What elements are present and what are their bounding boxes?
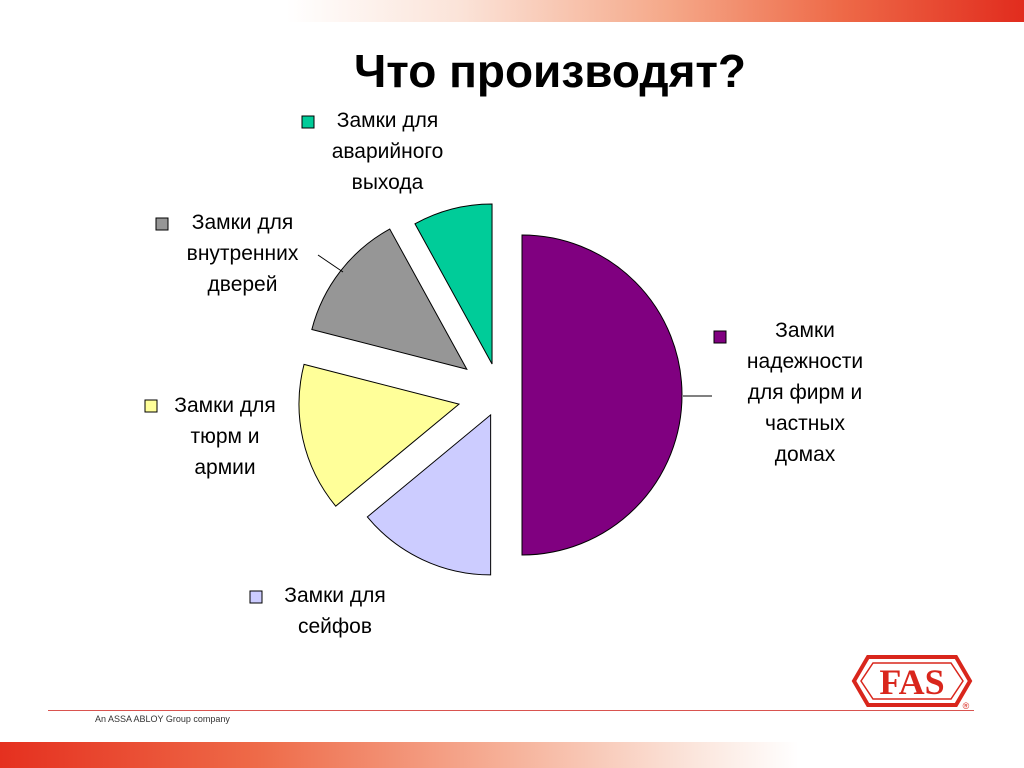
legend-marker-prison-army [144, 399, 158, 413]
legend-markers [144, 115, 727, 604]
pie-slice-residential [521, 234, 683, 556]
legend-marker-residential [713, 330, 727, 344]
fas-logo: FAS ® [851, 655, 973, 711]
slice-label-emergency-exit-locks: Замки для аварийного выхода [331, 109, 444, 194]
top-decorative-stripe [0, 0, 1024, 22]
pie-slice-safe [366, 413, 492, 576]
legend-marker-interior-door [155, 217, 169, 231]
footer-divider [48, 710, 974, 711]
pie-slice-prison-army [298, 363, 461, 507]
slice-label-interior-door-locks: Замки для внутренних дверей [186, 211, 299, 296]
legend-marker-emergency-exit [301, 115, 315, 129]
leader-lines [317, 254, 712, 397]
pie-slices [298, 203, 683, 576]
bottom-decorative-stripe [0, 742, 1024, 768]
slice-label-prison-army-locks: Замки для тюрм и армии [174, 394, 276, 479]
slice-label-residential-locks: Замки надежности для фирм и частных дома… [746, 319, 864, 466]
logo-registered-mark: ® [963, 701, 970, 711]
logo-wordmark: FAS [879, 662, 944, 702]
leader-line-interior-door [317, 254, 344, 273]
slide-title: Что производят? [353, 45, 747, 97]
slice-label-safe-locks: Замки для сейфов [284, 584, 386, 638]
footer-company-text: An ASSA ABLOY Group company [95, 714, 230, 724]
pie-slice-interior-door [311, 228, 468, 371]
pie-slice-emergency-exit [414, 203, 493, 365]
legend-marker-safe [249, 590, 263, 604]
